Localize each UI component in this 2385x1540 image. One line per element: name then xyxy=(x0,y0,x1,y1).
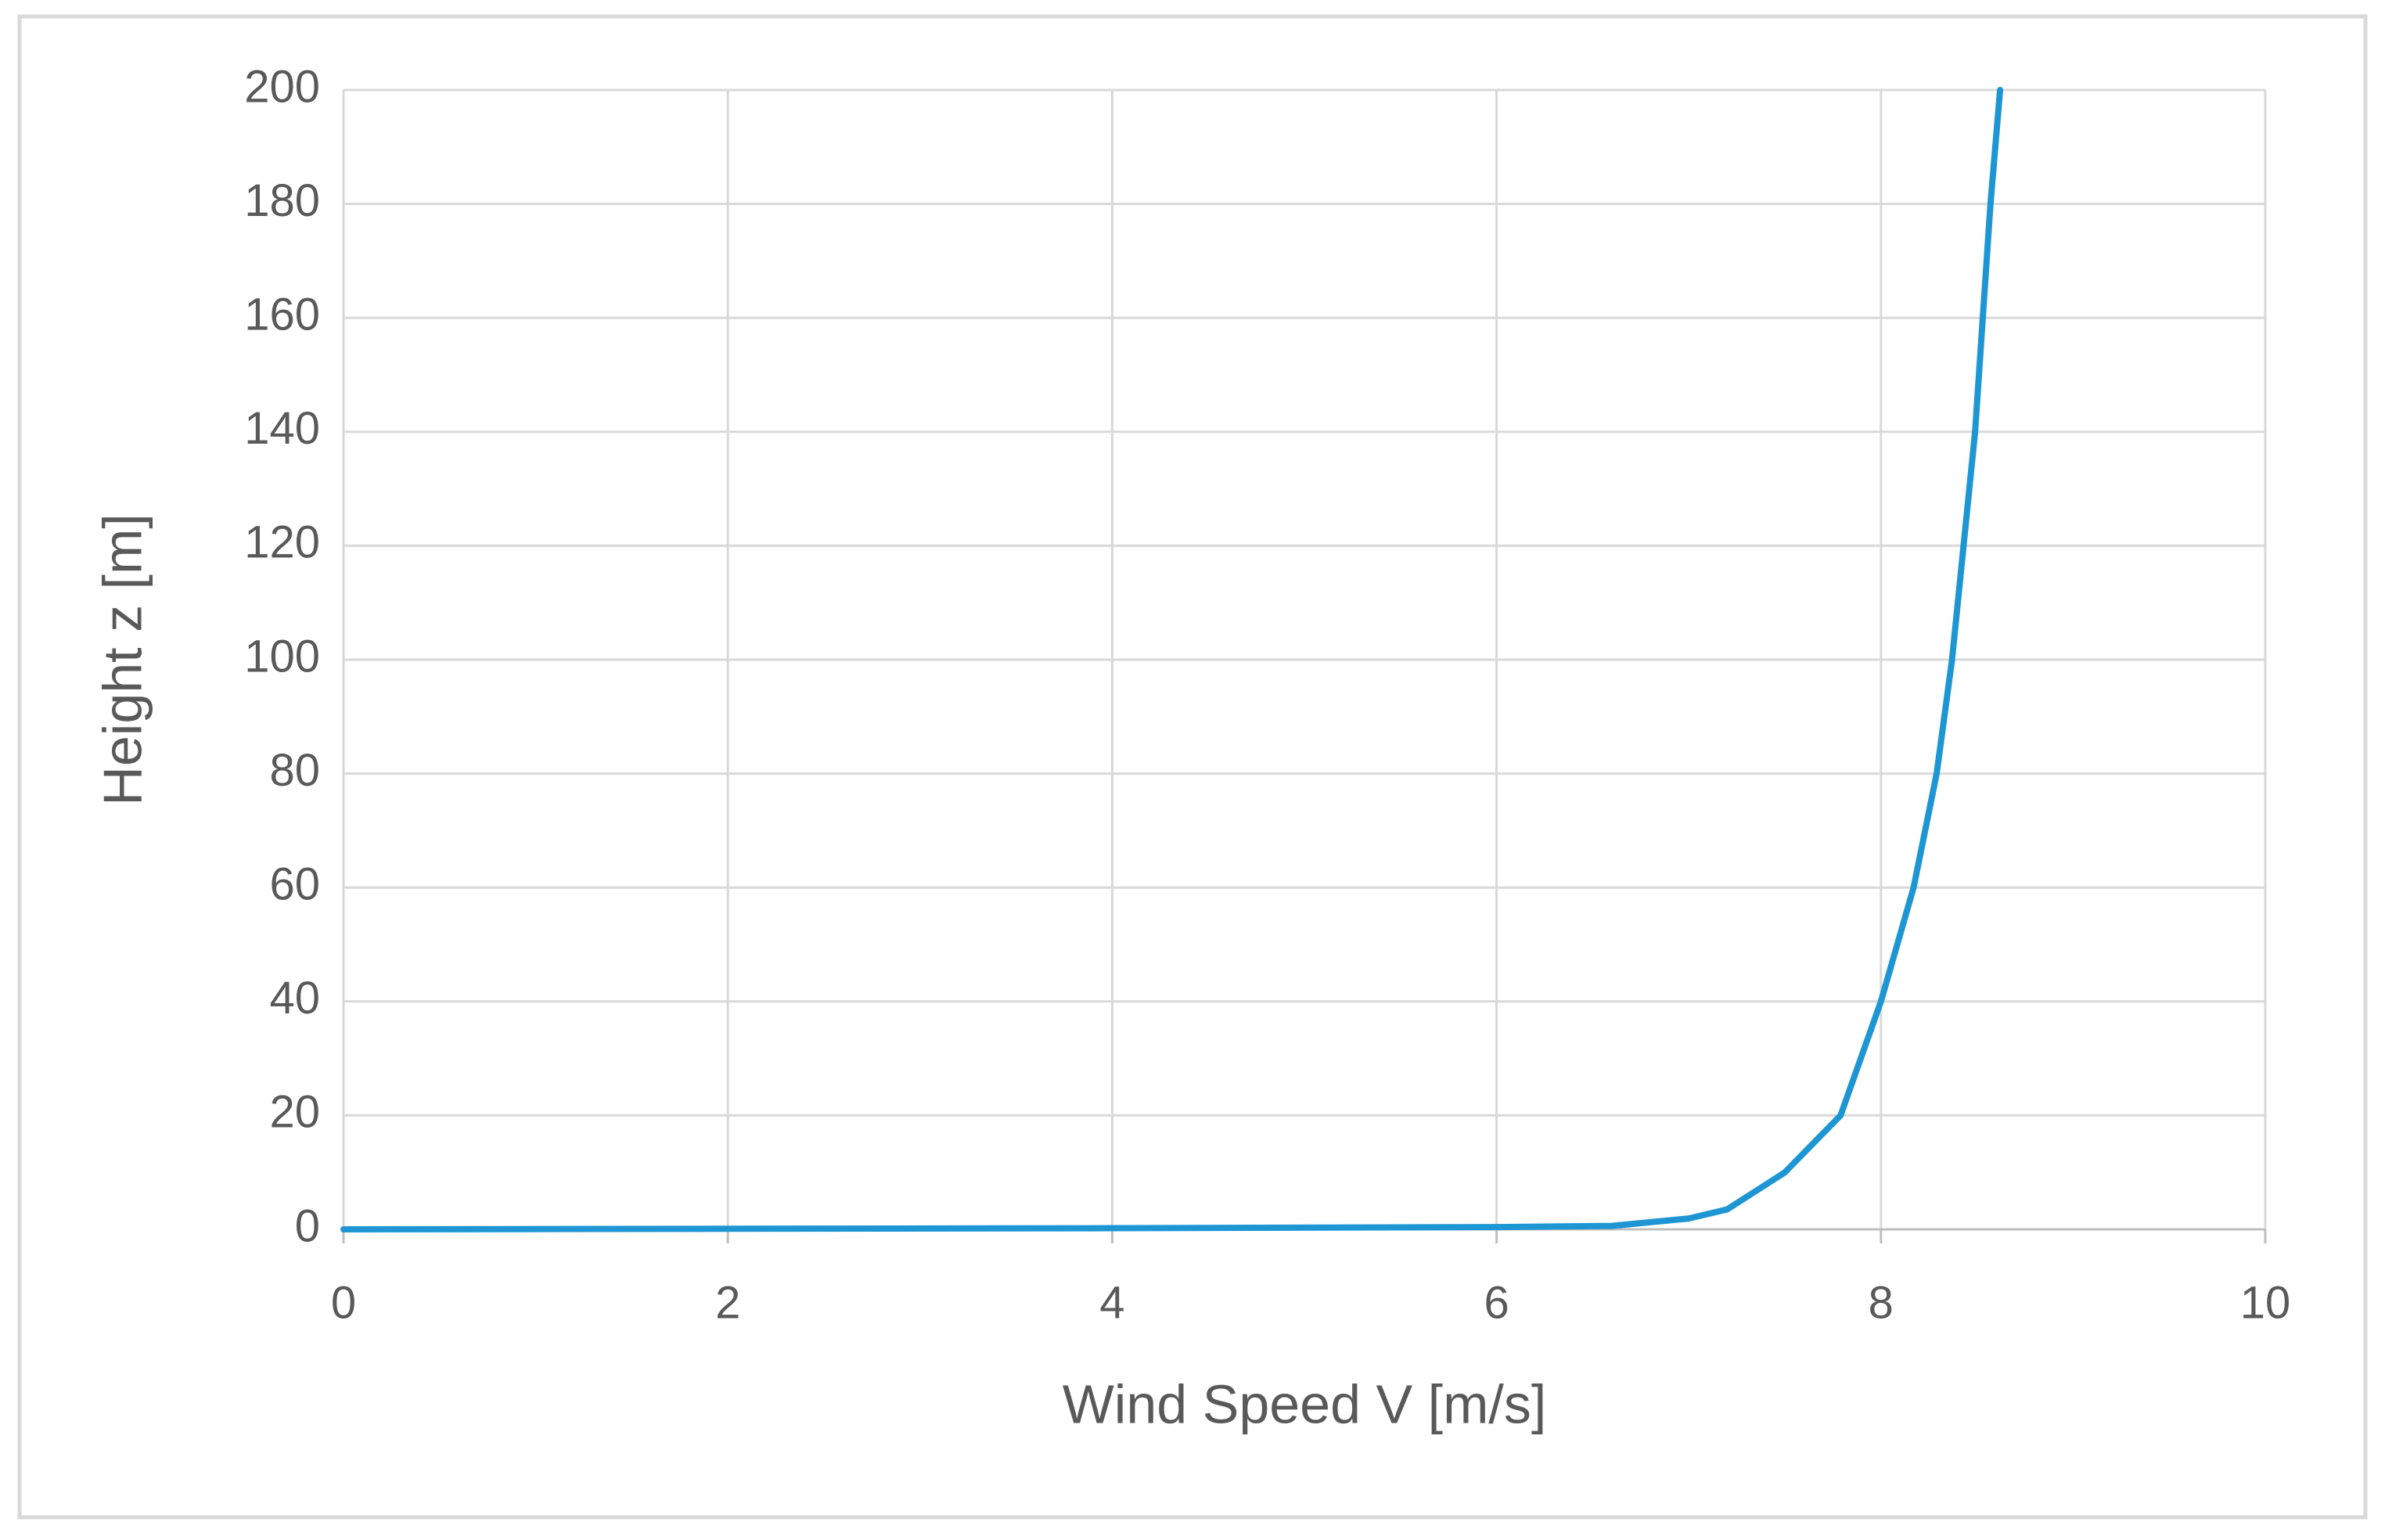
x-tick-label: 8 xyxy=(1869,1277,1894,1328)
chart-border xyxy=(17,14,2368,1520)
x-tick-label: 4 xyxy=(1099,1277,1124,1328)
y-tick-label: 60 xyxy=(269,859,320,910)
x-tick-label: 0 xyxy=(331,1277,356,1328)
y-tick-label: 40 xyxy=(269,973,320,1024)
y-tick-label: 0 xyxy=(295,1200,320,1251)
x-tick-label: 6 xyxy=(1484,1277,1509,1328)
y-tick-label: 180 xyxy=(244,175,320,226)
x-tick-label: 2 xyxy=(715,1277,740,1328)
y-axis-label: Height z [m] xyxy=(92,513,153,805)
y-tick-label: 100 xyxy=(244,631,320,682)
data-line xyxy=(340,87,2004,1232)
y-tick-label: 160 xyxy=(244,290,320,340)
y-tick-label: 200 xyxy=(244,61,320,112)
x-tick-label: 10 xyxy=(2240,1277,2291,1328)
y-tick-label: 80 xyxy=(269,745,320,796)
y-tick-label: 120 xyxy=(244,517,320,568)
x-axis-label: Wind Speed V [m/s] xyxy=(1063,1373,1547,1434)
y-tick-label: 20 xyxy=(269,1087,320,1138)
y-tick-label: 140 xyxy=(244,403,320,454)
